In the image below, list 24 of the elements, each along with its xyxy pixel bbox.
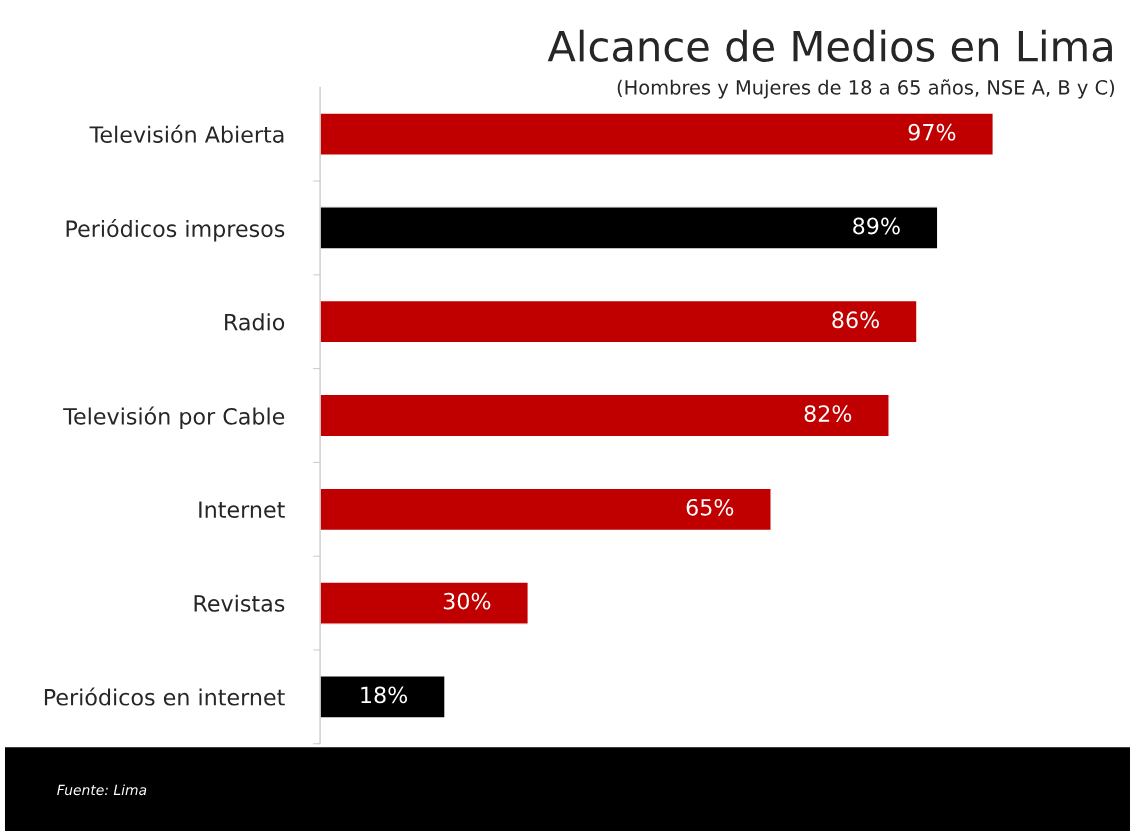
source-note: Fuente: Lima	[57, 784, 147, 796]
data-label: 30%	[443, 592, 491, 610]
y-tick-label: Revistas	[194, 594, 285, 612]
data-label: 82%	[804, 405, 852, 422]
y-tick-label: Periódicos impresos	[66, 219, 285, 242]
bar	[320, 112, 994, 156]
y-tick-label: Radio	[225, 313, 285, 331]
y-tick-label: Periódicos en internet	[44, 687, 285, 706]
bar	[320, 581, 529, 625]
bar	[320, 299, 918, 344]
y-tick-label: Televisión por Cable	[63, 406, 285, 430]
y-tick-label: Internet	[199, 501, 285, 519]
chart-subtitle: (Hombres y Mujeres de 18 a 65 años, NSE A, B y C)	[617, 79, 1115, 99]
bar	[320, 206, 939, 250]
data-label: 65%	[686, 498, 734, 516]
y-tick-label: Televisión Abierta	[89, 124, 284, 143]
bar	[320, 393, 890, 438]
data-label: 97%	[908, 123, 956, 141]
bar	[320, 487, 772, 532]
chart-title: Alcance de Medios en Lima	[547, 29, 1112, 62]
data-label: 18%	[361, 686, 408, 704]
data-label: 89%	[853, 217, 900, 235]
bar	[320, 675, 446, 719]
data-label: 86%	[832, 311, 879, 329]
